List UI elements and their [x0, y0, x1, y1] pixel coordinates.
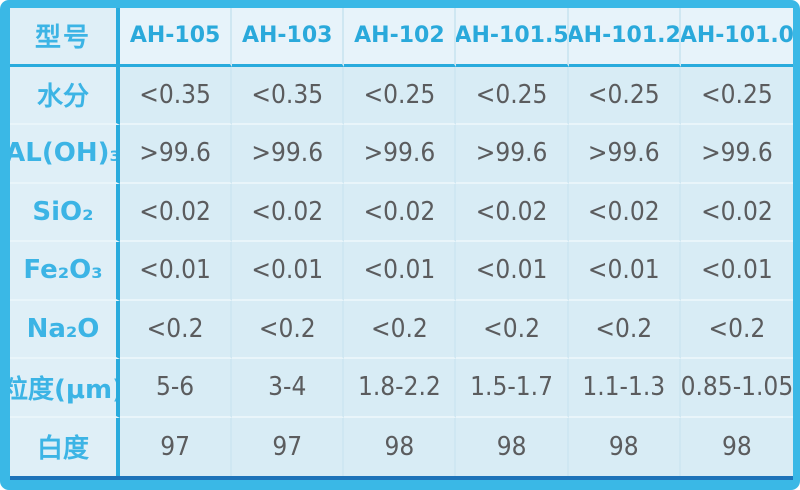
data-cell: <0.02: [456, 183, 569, 242]
data-cell: 1.1-1.3: [568, 359, 681, 418]
data-cell: <0.01: [232, 242, 345, 301]
data-cell: 97: [232, 417, 345, 476]
data-cell: 98: [680, 417, 793, 476]
row-label: 粒度(μm): [10, 359, 120, 418]
corner-header-cell: 型号: [10, 8, 120, 67]
data-cell: <0.02: [680, 183, 793, 242]
data-cell: 1.5-1.7: [456, 359, 569, 418]
data-cell: <0.2: [232, 300, 345, 359]
data-cell: <0.02: [120, 183, 233, 242]
data-cell: <0.01: [344, 242, 457, 301]
data-cell: 98: [344, 417, 457, 476]
data-cell: <0.25: [568, 66, 681, 125]
data-cell: 1.8-2.2: [344, 359, 457, 418]
data-cell: <0.2: [344, 300, 457, 359]
data-cell: 5-6: [120, 359, 233, 418]
data-cell: 98: [568, 417, 681, 476]
data-cell: >99.6: [120, 125, 233, 184]
data-cell: 0.85-1.05: [680, 359, 793, 418]
data-cell: <0.2: [120, 300, 233, 359]
row-label: Fe₂O₃: [10, 242, 120, 301]
data-cell: <0.25: [344, 66, 457, 125]
row-label: AL(OH)₃: [10, 125, 120, 184]
data-cell: >99.6: [456, 125, 569, 184]
data-cell: <0.01: [568, 242, 681, 301]
data-cell: >99.6: [232, 125, 345, 184]
data-cell: <0.25: [456, 66, 569, 125]
column-header: AH-105: [120, 8, 233, 67]
data-cell: <0.35: [120, 66, 233, 125]
data-cell: <0.02: [568, 183, 681, 242]
data-cell: >99.6: [568, 125, 681, 184]
data-cell: <0.25: [680, 66, 793, 125]
data-cell: <0.02: [344, 183, 457, 242]
data-cell: >99.6: [680, 125, 793, 184]
column-header: AH-101.2: [568, 8, 681, 67]
row-label: Na₂O: [10, 300, 120, 359]
data-cell: <0.2: [680, 300, 793, 359]
data-cell: <0.01: [120, 242, 233, 301]
data-cell: 3-4: [232, 359, 345, 418]
data-cell: <0.01: [456, 242, 569, 301]
data-cell: <0.01: [680, 242, 793, 301]
data-cell: <0.2: [456, 300, 569, 359]
column-header: AH-101.5: [456, 8, 569, 67]
spec-table-inner: 型号 AH-105 AH-103 AH-102 AH-101.5 AH-101.2 AH-1…: [10, 8, 793, 480]
column-header: AH-101.0: [680, 8, 793, 67]
row-label: SiO₂: [10, 183, 120, 242]
data-cell: 98: [456, 417, 569, 476]
data-cell: 97: [120, 417, 233, 476]
row-label: 白度: [10, 417, 120, 476]
spec-table: 型号 AH-105 AH-103 AH-102 AH-101.5 AH-101.2 AH-1…: [10, 8, 793, 476]
row-label: 水分: [10, 66, 120, 125]
data-cell: <0.35: [232, 66, 345, 125]
data-cell: >99.6: [344, 125, 457, 184]
column-header: AH-102: [344, 8, 457, 67]
column-header: AH-103: [232, 8, 345, 67]
data-cell: <0.02: [232, 183, 345, 242]
data-cell: <0.2: [568, 300, 681, 359]
